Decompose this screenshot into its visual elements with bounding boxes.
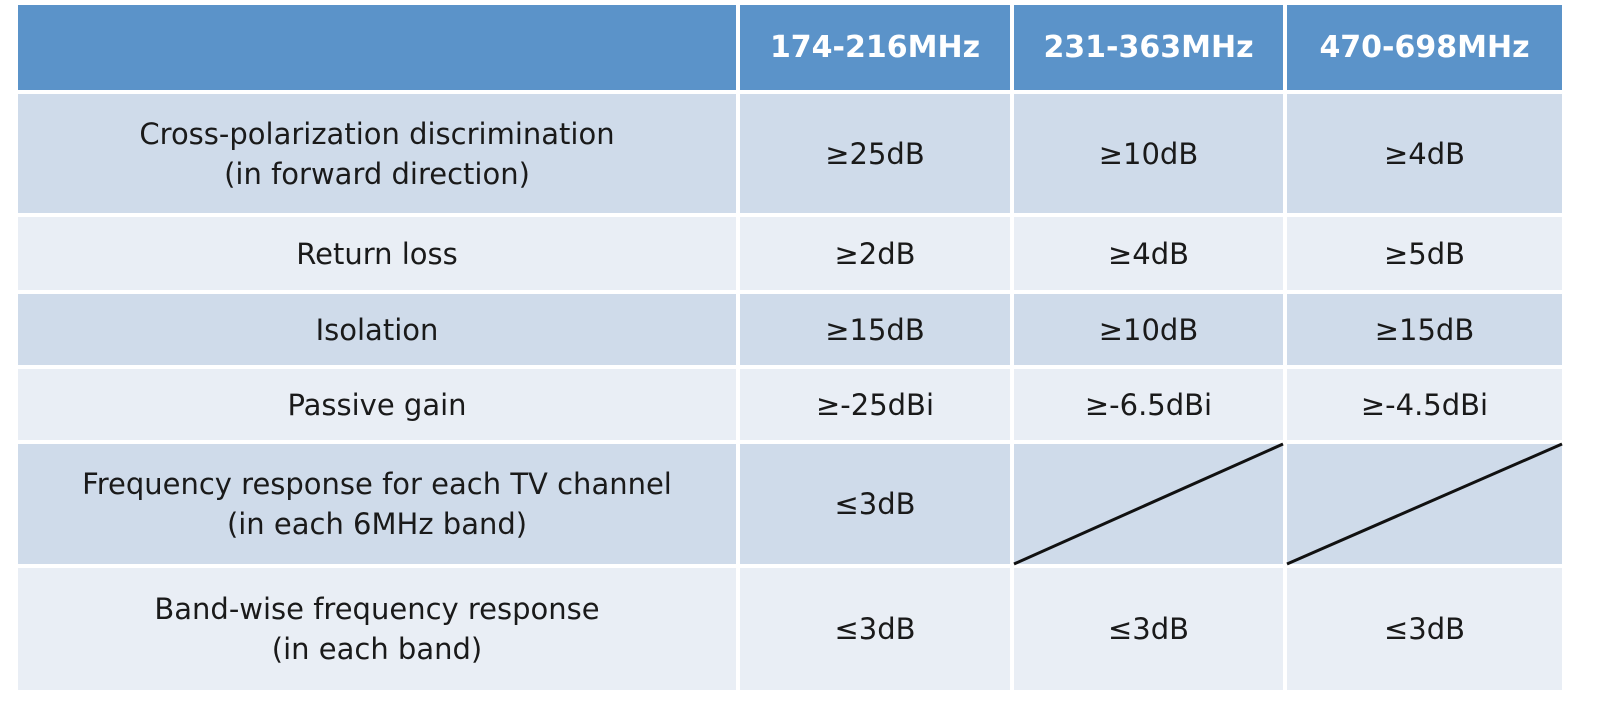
row-label-cell: Isolation	[18, 294, 736, 365]
cell-value: ≥-4.5dBi	[1360, 387, 1489, 422]
cell-value: ≤3dB	[834, 612, 916, 646]
cell-value: ≥4dB	[1107, 236, 1190, 271]
value-cell: ≥25dB	[740, 94, 1010, 213]
row-label: Band-wise frequency response	[154, 592, 600, 626]
cell-value: ≥2dB	[834, 236, 916, 271]
cell-value: ≥10dB	[1098, 312, 1199, 347]
row-label-cell: Passive gain	[18, 369, 736, 440]
row-label-cell: Return loss	[18, 217, 736, 290]
value-cell: ≥2dB	[740, 217, 1010, 290]
cell-value: ≥15dB	[825, 312, 925, 347]
header-cell: 470-698MHz	[1287, 5, 1562, 90]
value-cell: ≤3dB	[1287, 568, 1562, 690]
cell-value: ≤3dB	[1107, 612, 1190, 646]
value-cell: ≥-4.5dBi	[1287, 369, 1562, 440]
diagonal-line	[1013, 442, 1284, 566]
cell-value: ≥-25dBi	[815, 387, 935, 422]
row-label: (in each 6MHz band)	[226, 507, 528, 541]
row-label: Cross-polarization discrimination	[139, 116, 615, 151]
header-cell	[18, 5, 736, 90]
row-label: Passive gain	[287, 387, 467, 422]
value-cell: ≥10dB	[1014, 294, 1283, 365]
value-cell: ≤3dB	[740, 444, 1010, 564]
cell-value: ≥-6.5dBi	[1084, 387, 1213, 422]
row-label: Isolation	[315, 312, 439, 347]
cell-value: ≤3dB	[1383, 612, 1466, 646]
header-cell: 231-363MHz	[1014, 5, 1283, 90]
column-header: 174-216MHz	[769, 29, 981, 65]
cell-value: ≤3dB	[834, 487, 916, 521]
row-label: (in forward direction)	[224, 156, 530, 191]
cell-value: ≥10dB	[1098, 136, 1199, 171]
cell-value: ≥15dB	[1374, 312, 1475, 347]
diagonal-line	[1286, 442, 1563, 566]
value-cell: ≥10dB	[1014, 94, 1283, 213]
row-label-cell: Band-wise frequency response (in each ban…	[18, 568, 736, 690]
value-cell: ≥15dB	[740, 294, 1010, 365]
value-cell: ≤3dB	[740, 568, 1010, 690]
row-label-cell: Cross-polarization discrimination (in for…	[18, 94, 736, 213]
row-label-cell: Frequency response for each TV channel (i…	[18, 444, 736, 564]
column-header: 470-698MHz	[1319, 29, 1530, 65]
row-label: Frequency response for each TV channel	[82, 467, 672, 501]
value-cell: ≥-25dBi	[740, 369, 1010, 440]
row-label: Return loss	[296, 236, 458, 271]
cell-value: ≥4dB	[1383, 136, 1466, 171]
header-cell: 174-216MHz	[740, 5, 1010, 90]
column-header: 231-363MHz	[1043, 29, 1254, 65]
value-cell: ≥15dB	[1287, 294, 1562, 365]
value-cell: ≥-6.5dBi	[1014, 369, 1283, 440]
value-cell: ≥4dB	[1287, 94, 1562, 213]
value-cell: ≥5dB	[1287, 217, 1562, 290]
cell-value: ≥5dB	[1383, 236, 1466, 271]
value-cell: ≥4dB	[1014, 217, 1283, 290]
row-label: (in each band)	[271, 632, 483, 666]
value-cell: ≤3dB	[1014, 568, 1283, 690]
cell-value: ≥25dB	[825, 136, 925, 171]
